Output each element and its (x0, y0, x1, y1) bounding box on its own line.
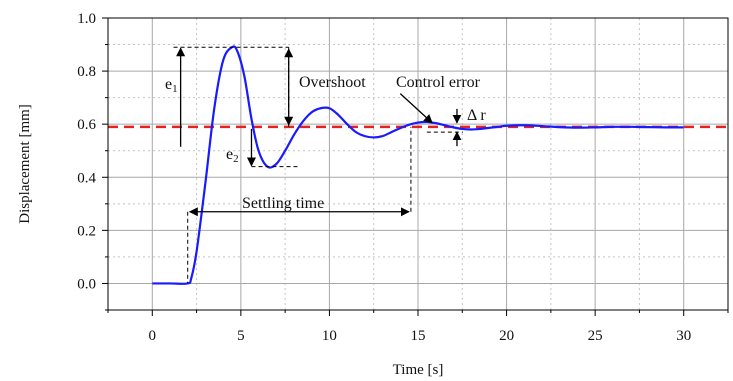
e1-label-main: e (165, 76, 172, 93)
y-axis-title: Displacement [mm] (17, 104, 33, 224)
x-tick-label: 30 (676, 328, 691, 344)
e2-label-sub: 2 (233, 153, 239, 165)
x-tick-label: 25 (588, 328, 603, 344)
x-tick-label: 10 (322, 328, 337, 344)
x-tick-label: 5 (237, 328, 245, 344)
settling-time-label: Settling time (242, 195, 324, 212)
y-tick-label: 0.6 (77, 117, 96, 133)
y-tick-label: 0.8 (77, 64, 96, 80)
x-tick-label: 0 (149, 328, 157, 344)
annotation-layer (173, 46, 463, 284)
grid (107, 17, 729, 311)
y-tick-label: 0.2 (77, 223, 96, 239)
y-tick-label: 0.4 (77, 170, 96, 186)
x-axis-title: Time [s] (393, 362, 444, 378)
axis-ticks: 0 5 10 15 20 25 30 0.0 0.2 0.4 0.6 0.8 1.0 (77, 11, 729, 344)
x-tick-label: 15 (411, 328, 426, 344)
control-error-arrow (399, 93, 433, 124)
e1-label: e1 (165, 76, 178, 95)
overshoot-label: Overshoot (299, 74, 366, 91)
y-tick-label: 1.0 (77, 11, 96, 27)
delta-r-label: Δ r (467, 107, 486, 124)
e2-label-main: e (226, 146, 233, 163)
e2-label: e2 (226, 146, 239, 165)
control-error-label: Control error (396, 74, 481, 91)
x-tick-label: 20 (499, 328, 514, 344)
e1-label-sub: 1 (172, 83, 178, 95)
y-tick-label: 0.0 (77, 276, 96, 292)
